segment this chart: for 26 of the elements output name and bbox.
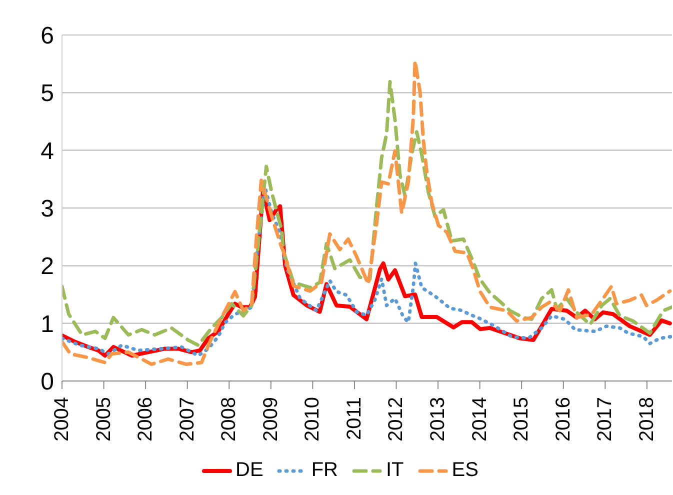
y-tick-label: 5 — [40, 80, 54, 108]
x-tick-label: 2010 — [302, 397, 324, 442]
x-tick-label: 2015 — [510, 397, 533, 442]
x-tick-label: 2016 — [552, 397, 574, 442]
x-tick-label: 2008 — [218, 397, 240, 442]
y-tick-label: 6 — [40, 22, 54, 50]
x-tick-label: 2005 — [92, 397, 115, 442]
x-tick-label: 2011 — [343, 397, 366, 440]
legend-label: FR — [310, 459, 338, 482]
x-tick-label: 2014 — [468, 397, 491, 442]
x-tick-label: 2004 — [51, 397, 73, 442]
legend-label: ES — [450, 459, 478, 482]
y-tick-label: 0 — [40, 368, 54, 396]
legend-label: IT — [385, 459, 404, 482]
x-tick-label: 2012 — [385, 397, 408, 442]
y-tick-label: 2 — [40, 253, 54, 280]
y-tick-label: 3 — [40, 196, 54, 223]
y-tick-label: 4 — [40, 138, 54, 165]
x-tick-label: 2017 — [594, 397, 616, 442]
x-tick-label: 2009 — [260, 397, 282, 442]
legend-label: DE — [234, 459, 264, 482]
x-tick-label: 2006 — [134, 397, 157, 442]
x-tick-label: 2007 — [176, 397, 198, 442]
y-tick-label: 1 — [40, 310, 54, 338]
x-tick-label: 2013 — [427, 397, 450, 442]
x-tick-label: 2018 — [636, 397, 658, 442]
